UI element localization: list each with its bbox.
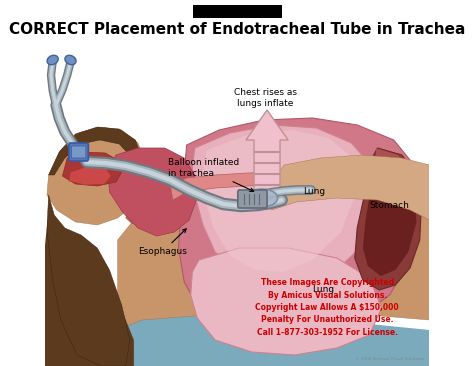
Polygon shape <box>126 196 142 224</box>
Polygon shape <box>246 110 288 195</box>
Polygon shape <box>136 168 203 222</box>
Polygon shape <box>376 148 410 178</box>
Text: CORRECT Placement of Endotracheal Tube in Trachea: CORRECT Placement of Endotracheal Tube i… <box>9 22 465 37</box>
Polygon shape <box>47 127 146 225</box>
Polygon shape <box>363 162 417 276</box>
Polygon shape <box>48 127 142 175</box>
Text: These Images Are Copyrighted
By Amicus Visual Solutions.
Copyright Law Allows A : These Images Are Copyrighted By Amicus V… <box>255 278 399 337</box>
Polygon shape <box>192 125 376 283</box>
Polygon shape <box>45 308 429 366</box>
Bar <box>193 5 283 18</box>
Polygon shape <box>191 248 382 355</box>
FancyBboxPatch shape <box>71 146 86 158</box>
Text: © 2008 Amicus Visual Solutions: © 2008 Amicus Visual Solutions <box>355 357 425 361</box>
Polygon shape <box>108 148 197 236</box>
Ellipse shape <box>247 189 278 207</box>
Text: Chest rises as
lungs inflate: Chest rises as lungs inflate <box>234 88 297 108</box>
FancyBboxPatch shape <box>69 143 88 161</box>
Text: Balloon inflated
in trachea: Balloon inflated in trachea <box>168 158 254 191</box>
Polygon shape <box>179 118 418 330</box>
Ellipse shape <box>65 55 76 65</box>
Polygon shape <box>47 195 130 366</box>
Text: Esophagus: Esophagus <box>138 229 187 257</box>
Polygon shape <box>203 130 357 272</box>
Text: Lung: Lung <box>303 187 325 197</box>
Polygon shape <box>45 210 134 366</box>
Polygon shape <box>118 162 429 366</box>
Polygon shape <box>355 148 421 290</box>
Ellipse shape <box>47 55 58 65</box>
Polygon shape <box>63 152 122 186</box>
Polygon shape <box>264 155 429 220</box>
Text: Lung: Lung <box>312 285 335 295</box>
Text: Stomach: Stomach <box>370 201 410 209</box>
Polygon shape <box>170 172 280 200</box>
FancyBboxPatch shape <box>238 190 267 208</box>
Polygon shape <box>69 166 111 185</box>
